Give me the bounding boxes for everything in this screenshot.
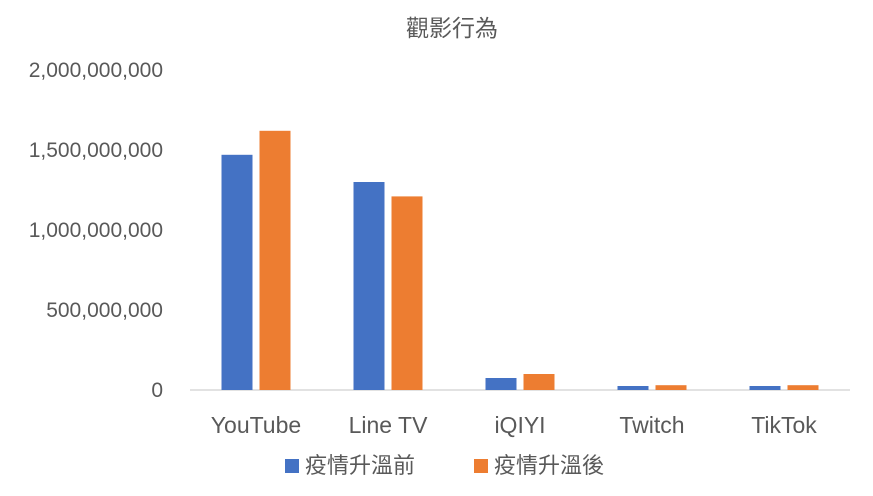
y-tick-label: 1,000,000,000 <box>29 219 163 242</box>
bar-iqiyi-series-2 <box>523 374 555 390</box>
y-axis-tick-labels: 0 500,000,000 1,000,000,000 1,500,000,000 2,… <box>29 59 163 402</box>
x-category-label: Twitch <box>619 412 684 438</box>
y-tick-label: 0 <box>151 379 163 402</box>
chart-title: 觀影行為 <box>406 16 498 42</box>
x-category-label: Line TV <box>349 412 429 438</box>
x-category-label: YouTube <box>211 412 301 438</box>
bars-group <box>221 130 819 391</box>
x-axis-category-labels: YouTube Line TV iQIYI Twitch TikTok <box>211 412 817 438</box>
bar-youtube-series-1 <box>221 154 253 390</box>
x-category-label: TikTok <box>751 412 817 438</box>
legend-label: 疫情升溫後 <box>494 454 604 479</box>
legend: 疫情升溫前 疫情升溫後 <box>285 454 604 479</box>
legend-swatch <box>474 459 488 473</box>
bar-youtube-series-2 <box>259 130 291 391</box>
y-tick-label: 500,000,000 <box>46 299 163 322</box>
bar-twitch-series-2 <box>655 385 687 390</box>
y-tick-label: 1,500,000,000 <box>29 139 163 162</box>
bar-line-tv-series-1 <box>353 182 385 390</box>
y-tick-label: 2,000,000,000 <box>29 59 163 82</box>
bar-tiktok-series-2 <box>787 385 819 390</box>
bar-tiktok-series-1 <box>749 386 781 390</box>
x-category-label: iQIYI <box>494 412 545 438</box>
bar-iqiyi-series-1 <box>485 378 517 390</box>
legend-swatch <box>285 459 299 473</box>
legend-label: 疫情升溫前 <box>305 454 415 479</box>
bar-twitch-series-1 <box>617 386 649 390</box>
bar-line-tv-series-2 <box>391 196 423 390</box>
